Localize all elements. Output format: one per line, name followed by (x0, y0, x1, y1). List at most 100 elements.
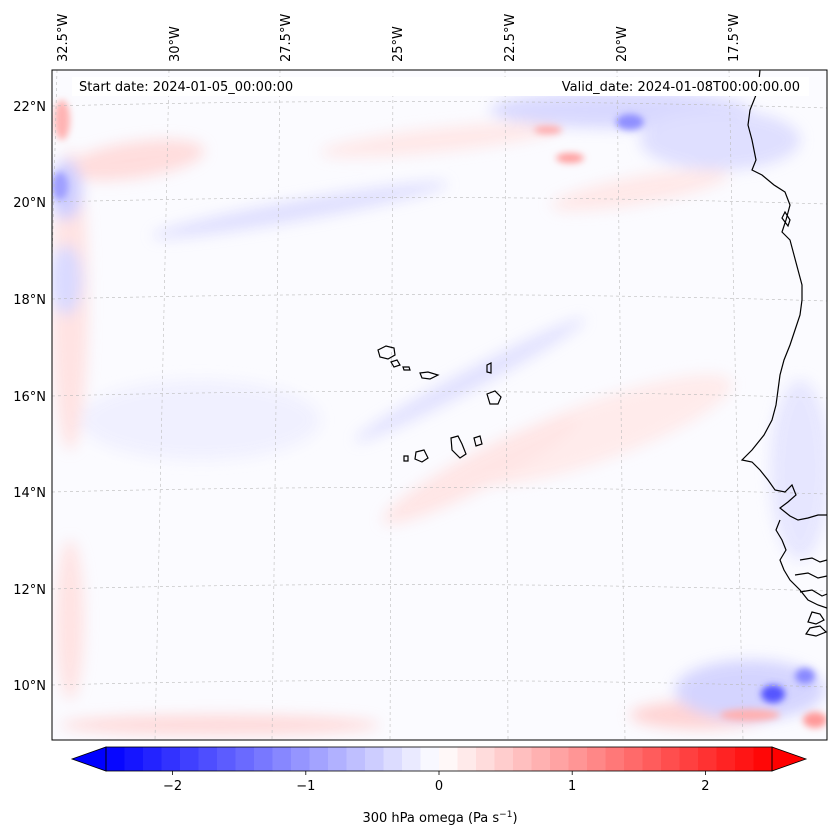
colorbar-segment (124, 747, 144, 771)
colorbar-tick-label: 1 (568, 779, 576, 794)
date-info-bar (72, 77, 809, 96)
colorbar-segment (587, 747, 607, 771)
parallel-line (52, 584, 827, 592)
island-sao-nicolau (419, 371, 440, 380)
omega-patch-descent (675, 660, 825, 720)
colorbar-segment (605, 747, 625, 771)
omega-patch-descent (770, 380, 827, 560)
parallel-line (52, 487, 827, 495)
colorbar-segment (698, 747, 718, 771)
colorbar-segment (753, 747, 773, 771)
lon-label: 22.5°W (503, 14, 518, 62)
colorbar-tick-label: −2 (163, 779, 182, 794)
island-brava (403, 455, 409, 462)
omega-core-descent (761, 685, 785, 703)
omega-patch-ascent (382, 415, 578, 525)
colorbar: −2 −1 0 1 2 300 hPa omega (Pa s−1) (70, 746, 808, 826)
meridian-line (271, 70, 281, 740)
omega-patch-ascent (65, 139, 205, 181)
parallel-line (52, 101, 827, 109)
colorbar-segment (180, 747, 200, 771)
colorbar-segment (679, 747, 699, 771)
colorbar-segment (346, 747, 366, 771)
africa-coastline (794, 572, 827, 579)
colorbar-segments (106, 747, 773, 771)
colorbar-segment (106, 747, 126, 771)
lon-label: 30°W (168, 26, 183, 62)
africa-coastline (805, 625, 827, 637)
lon-label: 32.5°W (56, 14, 71, 62)
colorbar-segment (402, 747, 422, 771)
lat-label: 22°N (13, 100, 46, 115)
colorbar-segment (309, 747, 329, 771)
omega-core-ascent (54, 100, 70, 140)
colorbar-segment (716, 747, 736, 771)
meridian-line (728, 70, 744, 740)
colorbar-tick-label: 2 (701, 779, 709, 794)
colorbar-segment (420, 747, 440, 771)
omega-patch-descent (152, 182, 448, 238)
parallel-line (52, 680, 827, 688)
colorbar-segment (383, 747, 403, 771)
africa-coastline (775, 519, 827, 609)
coastlines (377, 70, 827, 637)
colorbar-segment (254, 747, 274, 771)
africa-coastline (799, 557, 827, 563)
island-fogo (414, 449, 429, 463)
colorbar-segment (328, 747, 348, 771)
colorbar-segment (365, 747, 385, 771)
omega-core-ascent (803, 712, 827, 728)
omega-core-ascent (534, 126, 562, 134)
omega-patch-ascent (551, 169, 729, 211)
africa-coastline (781, 210, 791, 228)
omega-patch-ascent (320, 122, 560, 158)
colorbar-segment (476, 747, 496, 771)
colorbar-tick-label: 0 (435, 779, 443, 794)
colorbar-extend-high (771, 746, 808, 772)
colorbar-segment (494, 747, 514, 771)
omega-patch-descent (640, 110, 800, 170)
parallel-line (52, 391, 827, 399)
island-santiago (450, 435, 467, 459)
africa-coastline (807, 611, 825, 625)
colorbar-segment (624, 747, 644, 771)
island-sal (486, 362, 492, 374)
colorbar-segment (235, 747, 255, 771)
colorbar-label: 300 hPa omega (Pa s−1) (362, 810, 517, 826)
colorbar-segment (531, 747, 551, 771)
omega-patch-ascent (56, 540, 84, 700)
graticule (52, 70, 827, 740)
colorbar-segment (735, 747, 755, 771)
meridian-line (616, 70, 626, 740)
longitude-labels: 32.5°W 30°W 27.5°W 25°W 22.5°W 20°W 17.5… (56, 14, 742, 62)
colorbar-ticks: −2 −1 0 1 2 (163, 771, 710, 794)
island-sao-vicente (390, 359, 401, 368)
meridian-line (389, 70, 394, 740)
omega-core-ascent (556, 153, 584, 163)
lon-label: 17.5°W (727, 14, 742, 62)
colorbar-segment (439, 747, 459, 771)
colorbar-tick-label: −1 (296, 779, 315, 794)
parallel-line (52, 197, 827, 205)
colorbar-segment (457, 747, 477, 771)
meridian-line (154, 70, 170, 740)
omega-core-descent (616, 114, 644, 130)
lon-label: 27.5°W (279, 14, 294, 62)
map-panel: Start date: 2024-01-05_00:00:00 Valid_da… (51, 69, 828, 741)
omega-patch-descent (52, 245, 82, 315)
colorbar-segment (217, 747, 237, 771)
latitude-labels: 22°N 20°N 18°N 16°N 14°N 12°N 10°N (13, 100, 46, 694)
lat-label: 18°N (13, 293, 46, 308)
island-santo-antao (377, 345, 396, 360)
colorbar-segment (198, 747, 218, 771)
parallel-line (52, 294, 827, 302)
omega-core-descent (795, 668, 815, 684)
africa-coastline (740, 70, 827, 521)
lat-label: 10°N (13, 679, 46, 694)
valid-date-label: Valid_date: 2024-01-08T00:00:00.00 (562, 80, 800, 95)
lat-label: 14°N (13, 486, 46, 501)
colorbar-segment (291, 747, 311, 771)
lon-label: 20°W (615, 26, 630, 62)
colorbar-segment (161, 747, 181, 771)
